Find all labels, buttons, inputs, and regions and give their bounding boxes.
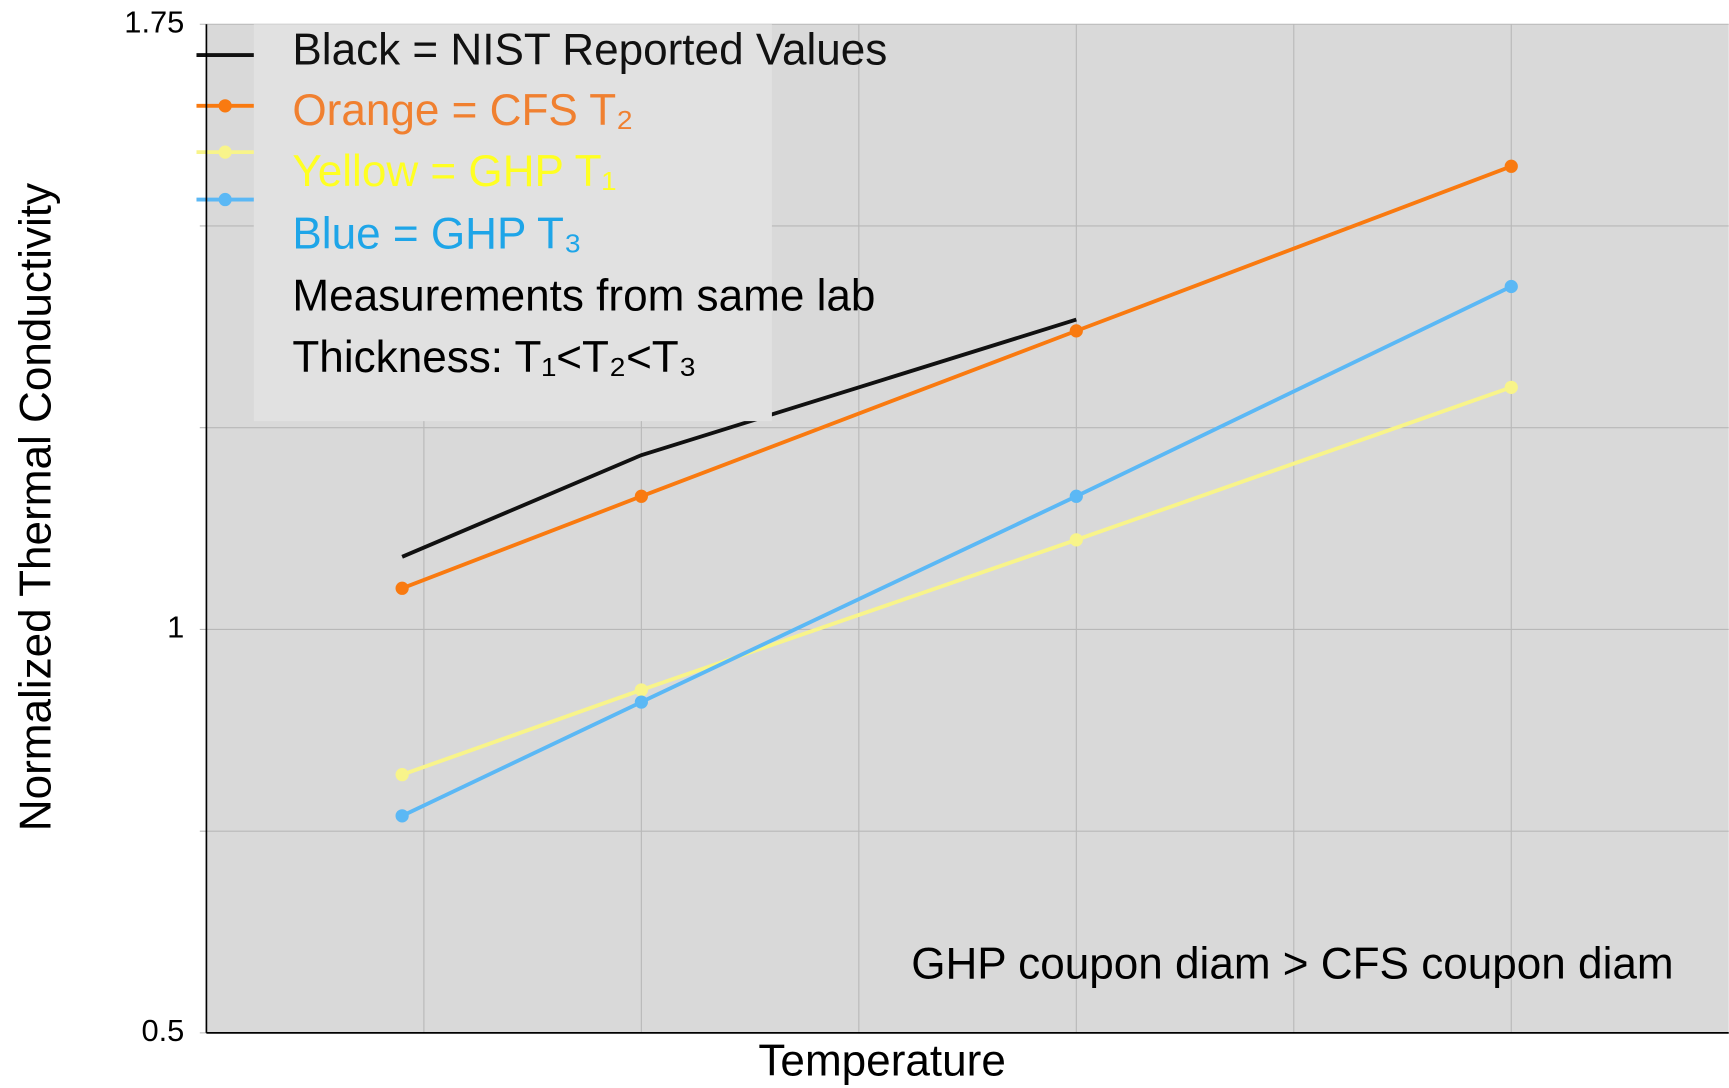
data-point (634, 683, 648, 697)
data-point (634, 489, 648, 503)
legend-marker (218, 145, 232, 159)
data-point (395, 809, 409, 823)
data-point (1069, 489, 1083, 503)
data-point (1504, 380, 1518, 394)
data-point (1504, 159, 1518, 173)
data-point (1069, 533, 1083, 547)
legend-note: Measurements from same lab (292, 271, 875, 320)
y-axis-label: Normalized Thermal Conductivity (11, 183, 60, 831)
series-line (401, 317, 1077, 559)
data-point (395, 768, 409, 782)
legend-label: Blue = GHP T₃ (292, 210, 582, 259)
legend-label: Black = NIST Reported Values (292, 26, 887, 75)
data-point (634, 695, 648, 709)
legend-label: Orange = CFS T₂ (292, 86, 633, 135)
data-point (395, 581, 409, 595)
series-line (401, 284, 1513, 818)
data-point (1504, 279, 1518, 294)
legend-marker (218, 192, 232, 207)
legend-box (253, 24, 772, 422)
series-line (401, 385, 1512, 777)
y-tick-label: 1.75 (124, 4, 184, 39)
y-tick-label: 0.5 (141, 1013, 184, 1048)
y-tick-label: 1 (167, 610, 184, 645)
legend-label: Yellow = GHP T₁ (292, 147, 616, 196)
x-axis-label: Temperature (758, 1036, 1005, 1085)
series-line (401, 164, 1512, 591)
annotation: GHP coupon diam > CFS coupon diam (911, 939, 1673, 988)
data-point (1069, 324, 1083, 338)
legend-note: Thickness: T₁<T₂<T₃ (292, 333, 696, 382)
legend-marker (218, 99, 232, 113)
